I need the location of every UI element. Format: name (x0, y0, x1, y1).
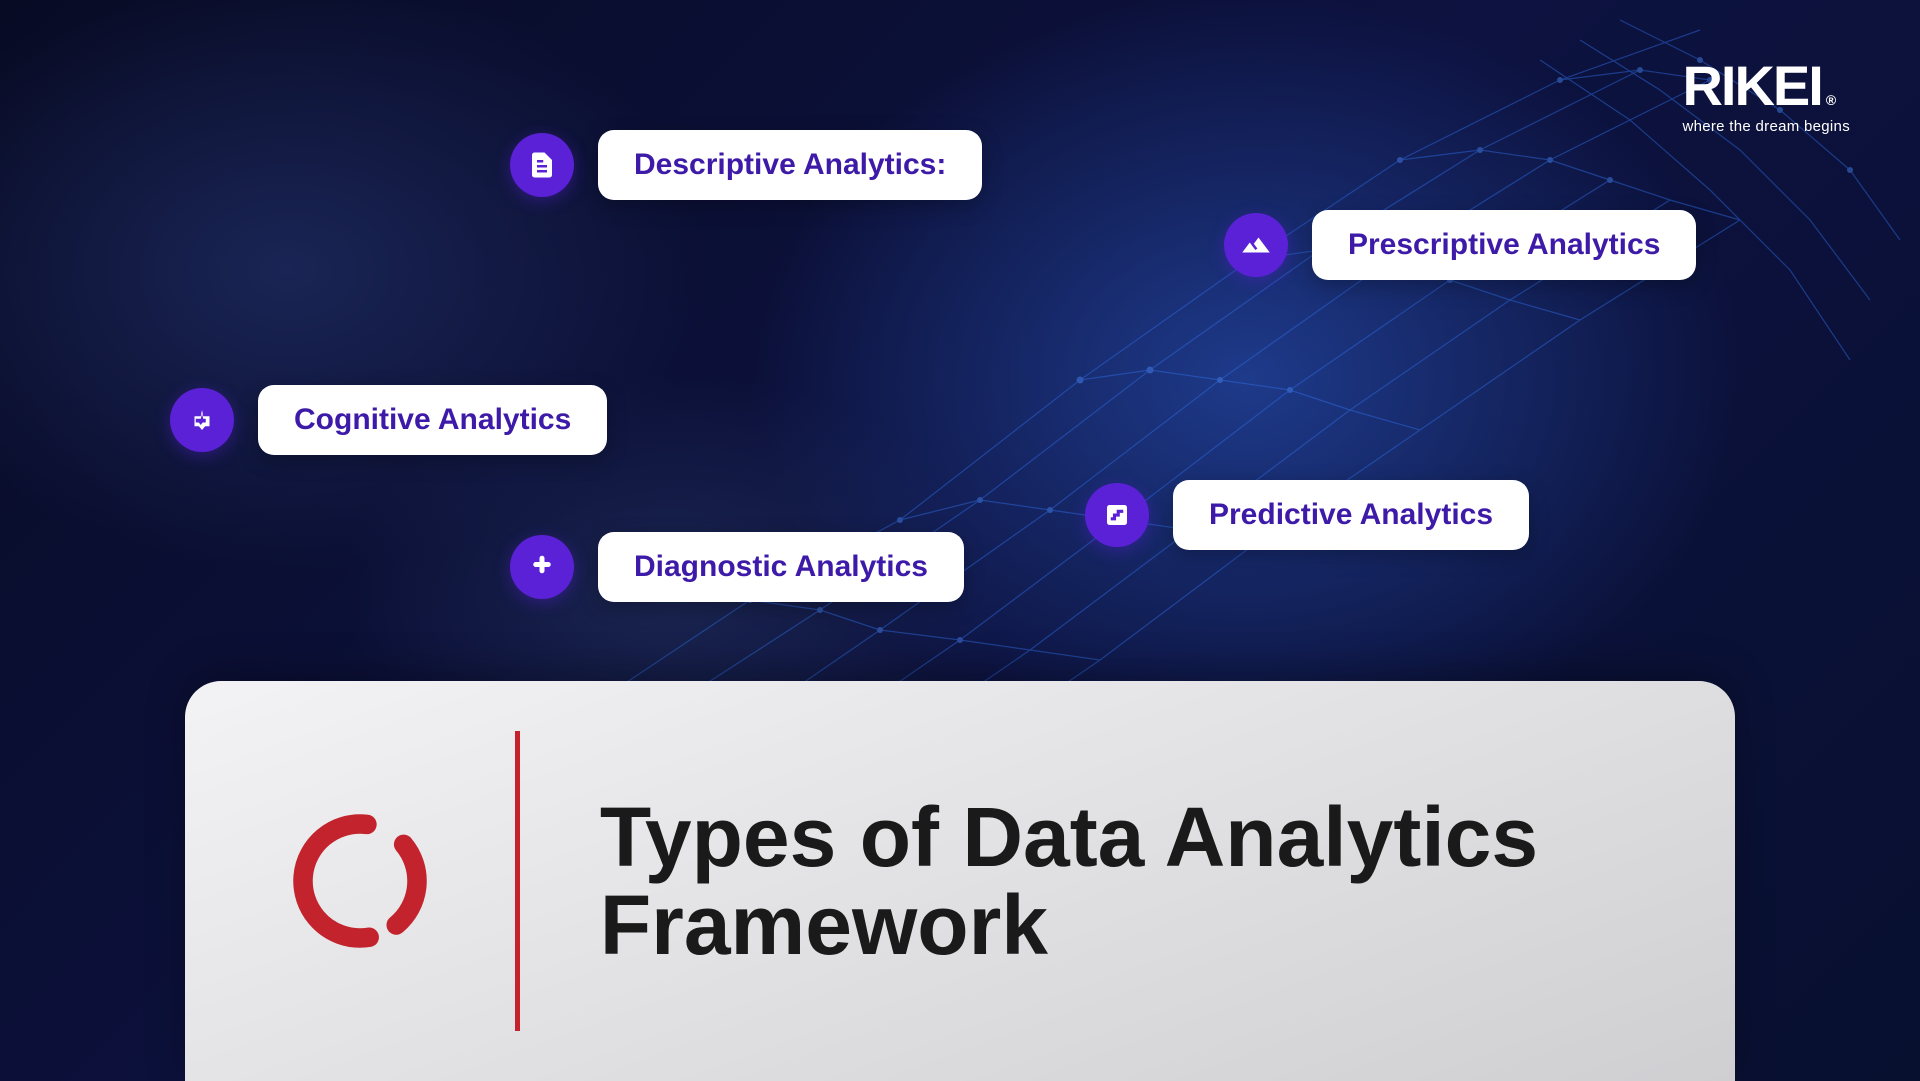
pill-diagnostic: Diagnostic Analytics (510, 532, 964, 602)
mountain-icon (1224, 213, 1288, 277)
brand-logo: RIKEI ® where the dream begins (1682, 58, 1850, 135)
thumbs-icon (170, 388, 234, 452)
brand-registered: ® (1826, 93, 1834, 107)
pill-prescriptive-label: Prescriptive Analytics (1312, 210, 1696, 280)
plus-icon (510, 535, 574, 599)
pill-predictive: Predictive Analytics (1085, 480, 1529, 550)
pill-cognitive: Cognitive Analytics (170, 385, 607, 455)
brand-name: RIKEI (1682, 58, 1821, 114)
page-title: Types of Data Analytics Framework (600, 793, 1735, 969)
title-divider (515, 731, 520, 1031)
ring-icon (285, 806, 435, 956)
stairs-icon (1085, 483, 1149, 547)
pill-diagnostic-label: Diagnostic Analytics (598, 532, 964, 602)
pill-predictive-label: Predictive Analytics (1173, 480, 1529, 550)
brand-tagline: where the dream begins (1682, 118, 1850, 135)
document-icon (510, 133, 574, 197)
pill-descriptive-label: Descriptive Analytics: (598, 130, 982, 200)
pill-descriptive: Descriptive Analytics: (510, 130, 982, 200)
title-card: Types of Data Analytics Framework (185, 681, 1735, 1081)
pill-cognitive-label: Cognitive Analytics (258, 385, 607, 455)
pill-prescriptive: Prescriptive Analytics (1224, 210, 1696, 280)
